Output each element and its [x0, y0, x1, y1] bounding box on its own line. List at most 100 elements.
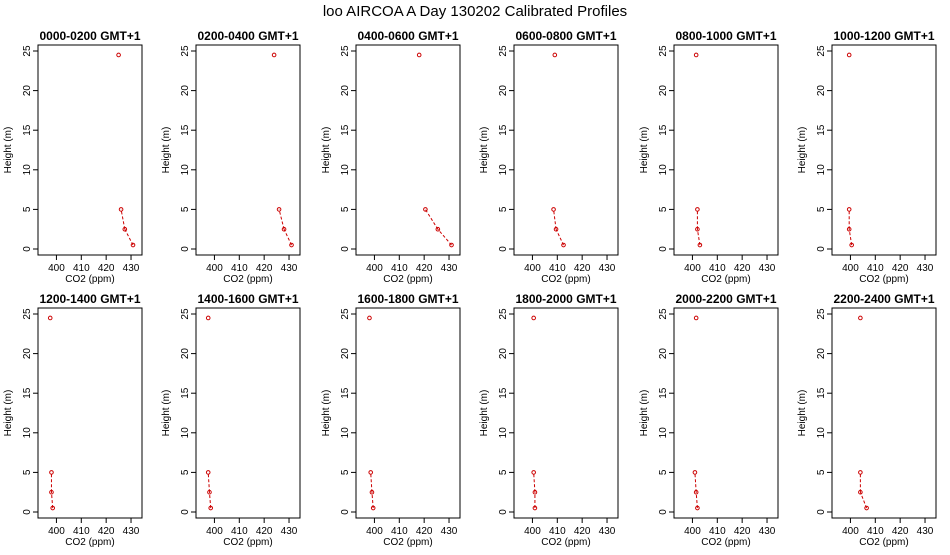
y-tick-label: 10	[658, 427, 669, 439]
data-point	[846, 52, 852, 58]
panels: 0000-0200 GMT+1 400 410 420 430 0 5 10 15 20 25 CO2…	[3, 29, 937, 548]
y-axis-label: Height (m)	[797, 127, 808, 174]
x-axis-label: CO2 (ppm)	[383, 274, 432, 285]
x-tick-label: 430	[281, 263, 298, 274]
panel-title: 0600-0800 GMT+1	[515, 29, 616, 43]
y-tick-label: 20	[658, 85, 669, 97]
panel-title: 0000-0200 GMT+1	[39, 29, 140, 43]
x-tick-label: 400	[206, 263, 223, 274]
x-tick-label: 430	[759, 526, 776, 537]
panel-4: 0600-0800 GMT+1 400 410 420 430 0 5 10 15 20 25 CO2…	[479, 29, 619, 285]
data-point	[551, 207, 556, 212]
x-axis-label: CO2 (ppm)	[701, 537, 750, 548]
data-point	[695, 505, 700, 511]
x-tick-label: 400	[366, 526, 383, 537]
data-point	[449, 242, 454, 248]
data-point	[695, 226, 700, 232]
y-tick-label: 25	[498, 45, 509, 57]
x-tick-label: 400	[366, 263, 383, 274]
y-tick-label: 0	[658, 509, 669, 515]
y-tick-label: 5	[22, 469, 33, 475]
y-tick-label: 25	[816, 308, 827, 320]
y-tick-label: 0	[180, 246, 191, 252]
panel-11: 2000-2200 GMT+1 400 410 420 430 0 5 10 15 20 25 CO2…	[639, 292, 779, 548]
y-tick-label: 25	[498, 308, 509, 320]
y-axis-label: Height (m)	[161, 127, 172, 174]
x-tick-label: 430	[281, 526, 298, 537]
y-tick-label: 20	[340, 348, 351, 360]
plot-frame	[355, 307, 461, 519]
y-tick-label: 0	[816, 509, 827, 515]
profile-line	[437, 228, 452, 246]
data-point	[276, 207, 282, 212]
profile-line	[124, 228, 134, 246]
x-tick-label: 400	[206, 526, 223, 537]
y-tick-label: 15	[180, 124, 191, 136]
panel-3: 0400-0600 GMT+1 400 410 420 430 0 5 10 15 20 25 CO2…	[321, 29, 461, 285]
data-point	[370, 505, 376, 511]
data-point	[693, 52, 699, 58]
profile-line	[207, 472, 210, 493]
x-tick-label: 420	[98, 263, 115, 274]
panel-title: 2000-2200 GMT+1	[675, 292, 776, 306]
x-tick-label: 420	[734, 526, 751, 537]
y-tick-label: 20	[180, 85, 191, 97]
y-tick-label: 20	[816, 348, 827, 360]
y-tick-label: 20	[180, 348, 191, 360]
plot-frame	[831, 44, 937, 256]
profile-line	[120, 209, 126, 230]
y-tick-label: 15	[340, 387, 351, 399]
data-point	[846, 207, 852, 212]
y-tick-label: 0	[498, 509, 509, 515]
data-point	[118, 207, 124, 212]
x-tick-label: 410	[709, 263, 726, 274]
x-tick-label: 400	[524, 526, 541, 537]
x-tick-label: 420	[416, 526, 433, 537]
data-point	[367, 315, 372, 321]
y-tick-label: 15	[22, 124, 33, 136]
x-tick-label: 420	[574, 526, 591, 537]
panel-12: 2200-2400 GMT+1 400 410 420 430 0 5 10 15 20 25 CO2…	[797, 292, 937, 548]
plot-frame	[673, 307, 779, 519]
profile-line	[50, 492, 54, 509]
panel-title: 1400-1600 GMT+1	[197, 292, 298, 306]
profile-line	[283, 228, 292, 246]
panel-10: 1800-2000 GMT+1 400 410 420 430 0 5 10 15 20 25 CO2…	[479, 292, 619, 548]
y-tick-label: 5	[180, 469, 191, 475]
y-axis-label: Height (m)	[3, 127, 14, 174]
plot-frame	[195, 307, 301, 519]
x-tick-label: 430	[123, 263, 140, 274]
y-tick-label: 5	[498, 469, 509, 475]
data-point	[289, 242, 294, 248]
y-tick-label: 10	[658, 164, 669, 176]
data-point	[369, 489, 375, 495]
y-tick-label: 5	[658, 206, 669, 212]
panel-title: 1000-1200 GMT+1	[833, 29, 934, 43]
x-tick-label: 410	[391, 263, 408, 274]
y-tick-label: 25	[180, 45, 191, 57]
y-tick-label: 20	[498, 348, 509, 360]
x-tick-label: 400	[48, 263, 65, 274]
profile-line	[555, 228, 564, 246]
y-tick-label: 15	[658, 387, 669, 399]
y-tick-label: 20	[498, 85, 509, 97]
y-tick-label: 0	[340, 509, 351, 515]
y-axis-label: Height (m)	[639, 127, 650, 174]
y-tick-label: 10	[180, 427, 191, 439]
plot-frame	[355, 44, 461, 256]
data-point	[49, 470, 54, 475]
profile-line	[533, 472, 536, 493]
data-point	[532, 489, 538, 495]
data-point	[368, 470, 374, 475]
x-tick-label: 410	[549, 263, 566, 274]
plot-frame	[673, 44, 779, 256]
y-tick-label: 10	[22, 427, 33, 439]
profile-line	[424, 209, 439, 230]
data-point	[130, 242, 136, 248]
y-tick-label: 5	[658, 469, 669, 475]
x-tick-label: 410	[867, 263, 884, 274]
y-tick-label: 5	[340, 206, 351, 212]
x-axis-label: CO2 (ppm)	[859, 274, 908, 285]
profile-line	[370, 472, 373, 493]
